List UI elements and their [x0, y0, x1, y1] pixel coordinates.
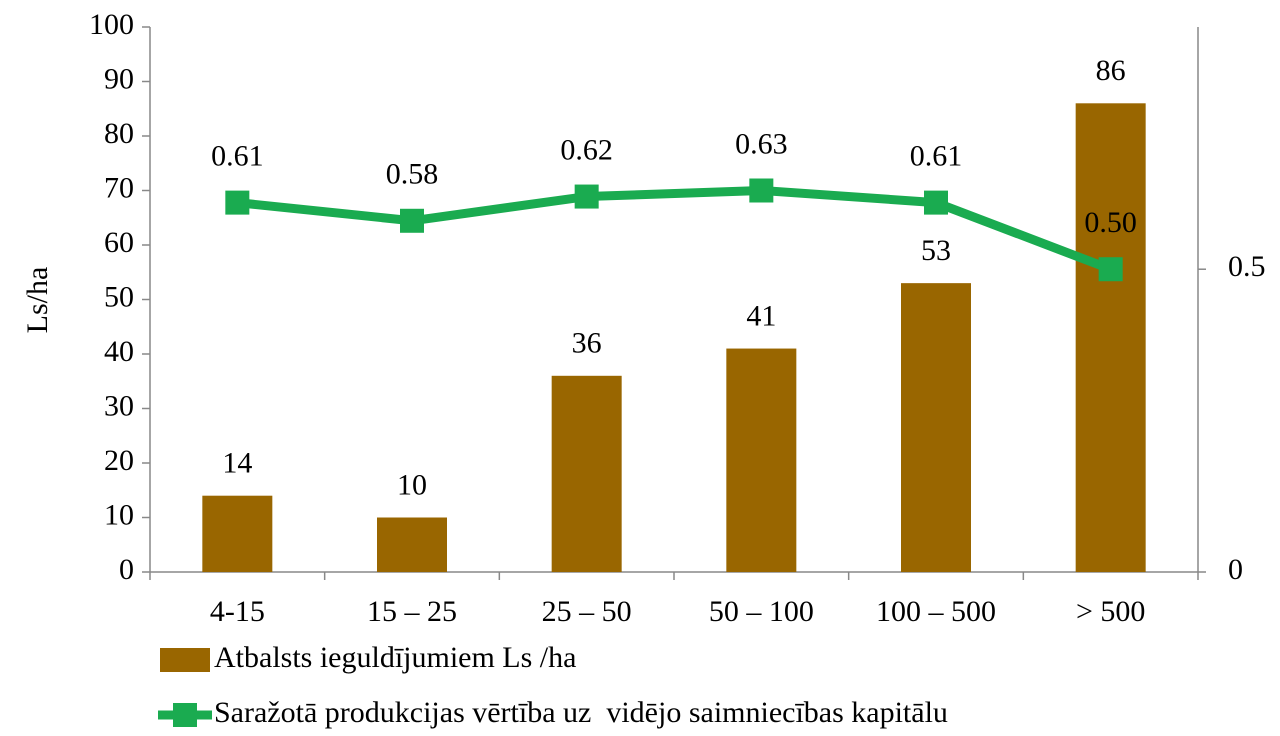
x-tick-label: 15 – 25 — [367, 595, 457, 628]
bar-value-label: 36 — [572, 327, 602, 360]
x-tick-label: 50 – 100 — [709, 595, 814, 628]
bar-value-label: 86 — [1096, 54, 1126, 87]
y2-tick-label: 0 — [1228, 553, 1243, 586]
y2-tick-label: 0.5 — [1228, 250, 1266, 283]
line-value-label: 0.58 — [386, 158, 439, 191]
y-tick-label: 30 — [104, 389, 134, 422]
y-tick-label: 80 — [104, 117, 134, 150]
x-tick-label: 100 – 500 — [876, 595, 996, 628]
y-tick-label: 10 — [104, 498, 134, 531]
line-value-label: 0.61 — [211, 140, 264, 173]
y-tick-label: 50 — [104, 280, 134, 313]
bar-value-label: 10 — [397, 468, 427, 501]
x-tick-label: > 500 — [1076, 595, 1145, 628]
y-tick-label: 60 — [104, 226, 134, 259]
line-marker — [1098, 257, 1123, 282]
bar-value-label: 53 — [921, 234, 951, 267]
bar — [377, 517, 447, 572]
bar — [202, 495, 273, 572]
y-tick-label: 40 — [104, 335, 134, 368]
y-axis-label: Ls/ha — [21, 267, 54, 334]
line-marker — [400, 208, 424, 233]
line — [236, 186, 1113, 274]
line-marker — [924, 190, 948, 215]
bar-value-label: 41 — [746, 299, 776, 332]
x-tick-label: 4-15 — [210, 595, 265, 628]
bar — [901, 283, 971, 572]
y-tick-label: 100 — [89, 8, 134, 41]
y-tick-label: 20 — [104, 444, 134, 477]
bar — [1075, 103, 1146, 573]
line-value-label: 0.62 — [560, 133, 613, 166]
line-marker — [749, 178, 774, 203]
line-marker — [574, 184, 599, 209]
line-value-label: 0.61 — [910, 140, 963, 173]
y-tick-label: 90 — [104, 62, 134, 95]
line-value-label: 0.63 — [735, 127, 788, 160]
legend-label: Atbalsts ieguldījumiem Ls /ha — [214, 641, 576, 674]
y-tick-label: 70 — [104, 171, 134, 204]
x-tick-label: 25 – 50 — [542, 595, 632, 628]
bar — [551, 375, 622, 572]
bar — [726, 348, 797, 572]
y-tick-label: 0 — [119, 553, 134, 586]
line-marker — [225, 190, 250, 215]
bar-value-label: 14 — [222, 447, 252, 480]
legend-swatch — [173, 703, 197, 727]
line-value-label: 0.50 — [1084, 206, 1137, 239]
legend-label: Saražotā produkcijas vērtība uz vidējo s… — [214, 696, 948, 729]
legend-swatch — [160, 648, 210, 672]
